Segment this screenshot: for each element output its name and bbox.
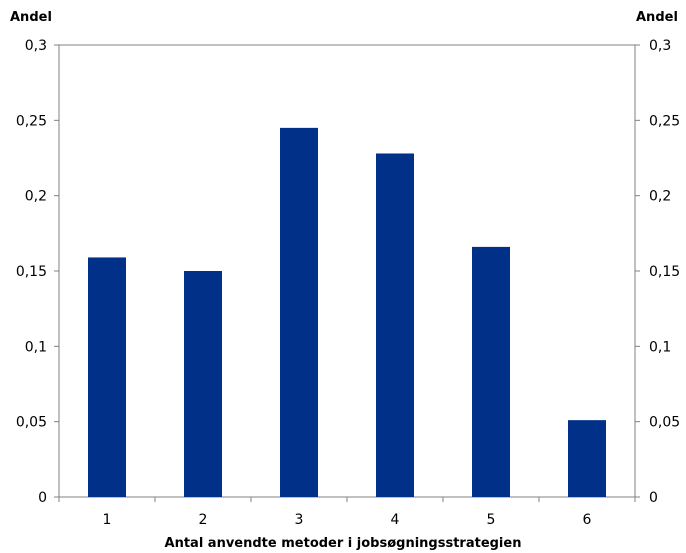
y-axis-title-left: Andel <box>10 10 52 25</box>
x-tick-label: 6 <box>583 512 592 528</box>
y-tick-label-right: 0,1 <box>649 339 671 355</box>
y-tick-label-right: 0,05 <box>649 415 680 431</box>
bar-series <box>88 127 606 498</box>
x-tick-label: 4 <box>391 512 400 528</box>
y-axis-title-right: Andel <box>636 10 678 25</box>
chart-axes <box>54 44 640 502</box>
x-tick-label: 3 <box>295 512 304 528</box>
y-tick-label-right: 0,2 <box>649 189 671 205</box>
tick-labels: 0 0 0,05 0,05 0,1 0,1 0,15 0,15 0,2 0,2 0,25 0,25 0,… <box>16 38 680 528</box>
bar <box>472 246 510 497</box>
x-tick-label: 5 <box>487 512 496 528</box>
y-tick-label-left: 0,05 <box>16 415 47 431</box>
y-tick-label-right: 0 <box>649 490 658 506</box>
y-tick-label-right: 0,25 <box>649 113 680 129</box>
bar <box>184 271 222 497</box>
bar <box>568 420 606 497</box>
plot-area-frame <box>58 44 636 498</box>
x-tick-label: 2 <box>199 512 208 528</box>
bar <box>280 127 318 497</box>
y-tick-label-left: 0,3 <box>25 38 47 54</box>
bar <box>88 257 126 497</box>
y-tick-label-left: 0,15 <box>16 264 47 280</box>
y-tick-label-right: 0,15 <box>649 264 680 280</box>
y-tick-label-left: 0,2 <box>25 189 47 205</box>
bar <box>376 153 414 498</box>
x-axis-title: Antal anvendte metoder i jobsøgningsstra… <box>164 536 522 551</box>
y-tick-label-left: 0 <box>38 490 47 506</box>
y-tick-label-right: 0,3 <box>649 38 671 54</box>
y-tick-label-left: 0,1 <box>25 339 47 355</box>
x-tick-label: 1 <box>103 512 112 528</box>
y-tick-label-left: 0,25 <box>16 113 47 129</box>
